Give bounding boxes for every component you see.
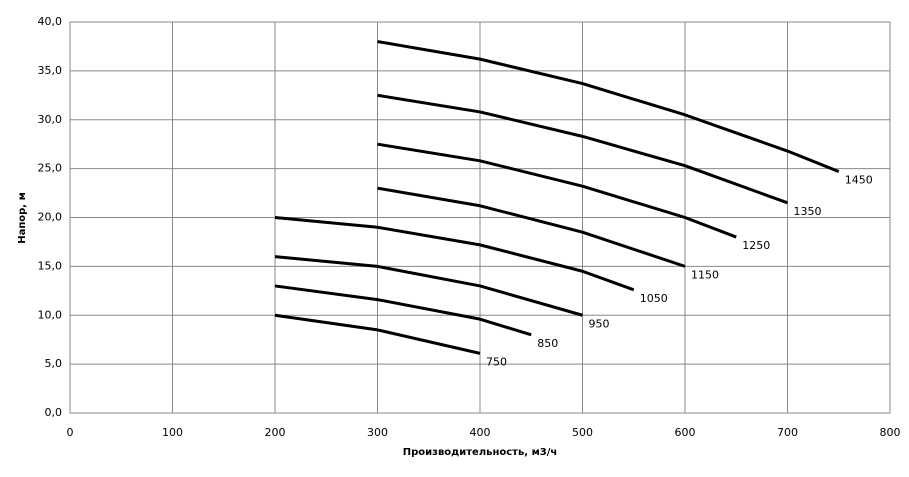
x-axis-label: Производительность, м3/ч	[403, 447, 557, 458]
curve	[377, 40, 840, 173]
curve-label: 1350	[794, 205, 822, 218]
x-tick-label: 500	[572, 426, 593, 439]
y-tick-label: 40,0	[38, 15, 63, 28]
y-tick-label: 0,0	[45, 406, 63, 419]
y-axis-label: Напор, м	[17, 192, 28, 244]
y-tick-label: 30,0	[38, 113, 63, 126]
curve	[377, 93, 789, 205]
curve-label: 1450	[845, 174, 873, 187]
y-tick-label: 35,0	[38, 64, 63, 77]
curve	[274, 255, 583, 317]
y-tick-label: 15,0	[38, 259, 63, 272]
y-tick-label: 10,0	[38, 308, 63, 321]
x-tick-label: 200	[265, 426, 286, 439]
x-tick-label: 700	[777, 426, 798, 439]
x-tick-label: 100	[162, 426, 183, 439]
curve	[274, 216, 635, 292]
x-tick-label: 300	[367, 426, 388, 439]
curve-label: 850	[537, 337, 558, 350]
x-tick-label: 400	[470, 426, 491, 439]
x-tick-label: 800	[880, 426, 901, 439]
curve-label: 1150	[691, 268, 719, 281]
curve	[274, 313, 481, 355]
curve	[377, 142, 737, 239]
y-tick-label: 5,0	[45, 357, 63, 370]
x-tick-label: 0	[67, 426, 74, 439]
curve-label: 1050	[640, 292, 668, 305]
curve-label: 1250	[742, 239, 770, 252]
curve-label: 750	[486, 355, 507, 368]
y-tick-label: 20,0	[38, 211, 63, 224]
curve	[274, 284, 532, 337]
curve-label: 950	[589, 317, 610, 330]
y-tick-label: 25,0	[38, 162, 63, 175]
x-tick-label: 600	[675, 426, 696, 439]
curve	[377, 186, 686, 268]
